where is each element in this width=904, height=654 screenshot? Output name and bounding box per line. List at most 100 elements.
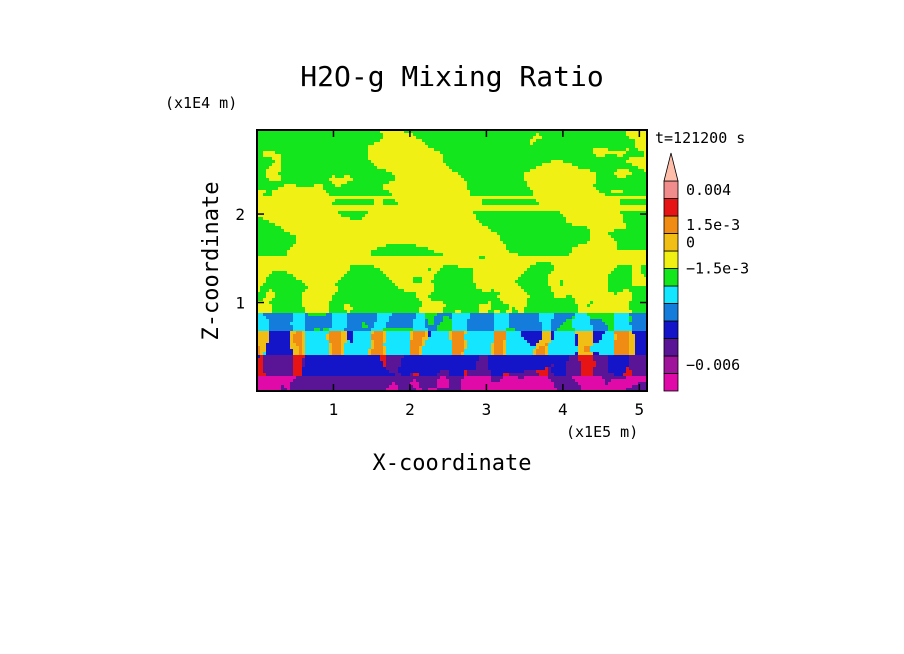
contour-cell: [494, 331, 507, 335]
contour-cell: [608, 148, 627, 152]
contour-cell: [629, 316, 633, 320]
contour-cell: [458, 172, 525, 176]
contour-cell: [581, 373, 594, 377]
contour-cell: [347, 319, 378, 323]
contour-cell: [608, 232, 647, 236]
contour-cell: [614, 340, 630, 344]
contour-cell: [596, 181, 647, 185]
colorbar-label: 0.004: [686, 181, 731, 199]
contour-cell: [635, 349, 647, 353]
contour-cell: [353, 307, 420, 311]
contour-cell: [257, 331, 270, 335]
contour-cell: [464, 340, 468, 344]
contour-cell: [506, 346, 537, 350]
contour-cell: [362, 322, 366, 326]
contour-cell: [527, 340, 540, 344]
contour-cell: [275, 292, 303, 296]
contour-cell: [257, 349, 261, 353]
contour-cell: [629, 364, 647, 368]
contour-cell: [293, 358, 303, 362]
contour-cell: [614, 319, 630, 323]
contour-cell: [524, 307, 579, 311]
contour-cell: [617, 247, 647, 251]
contour-cell: [257, 232, 291, 236]
contour-cell: [449, 331, 453, 335]
contour-cell: [257, 229, 285, 233]
contour-cell: [518, 283, 549, 287]
contour-cell: [635, 352, 647, 356]
contour-cell: [431, 280, 474, 284]
contour-cell: [428, 247, 507, 251]
contour-cell: [434, 322, 441, 326]
contour-cell: [386, 244, 417, 248]
colorbar-swatch: [663, 268, 679, 287]
contour-cell: [614, 229, 647, 233]
contour-cell: [302, 346, 306, 350]
contour-cell: [560, 325, 573, 329]
contour-cell: [437, 382, 450, 386]
contour-cell: [536, 346, 540, 350]
contour-cell: [488, 361, 567, 365]
contour-cell: [347, 340, 351, 344]
contour-cell: [305, 337, 327, 341]
contour-cell: [593, 151, 627, 155]
contour-cell: [608, 277, 633, 281]
contour-cell: [296, 376, 441, 380]
contour-cell: [332, 175, 336, 179]
contour-cell: [272, 190, 327, 194]
contour-cell: [257, 157, 273, 161]
contour-cell: [434, 148, 594, 152]
contour-cell: [608, 355, 630, 359]
contour-cell: [335, 199, 375, 203]
contour-cell: [293, 364, 303, 368]
contour-cell: [263, 217, 351, 221]
contour-cell: [269, 166, 282, 170]
contour-cell: [344, 175, 351, 179]
contour-cell: [257, 346, 261, 350]
contour-cell: [494, 334, 507, 338]
contour-cell: [533, 352, 537, 356]
contour-cell: [593, 340, 600, 344]
contour-cell: [299, 346, 303, 350]
contour-cell: [596, 361, 609, 365]
contour-cell: [575, 313, 588, 317]
contour-cell: [578, 244, 618, 248]
contour-cell: [416, 295, 429, 299]
contour-cell: [632, 298, 647, 302]
contour-cell: [371, 352, 384, 356]
contour-cell: [434, 250, 510, 254]
contour-cell: [263, 355, 294, 359]
contour-cell: [293, 370, 303, 374]
contour-cell: [506, 310, 513, 314]
contour-cell: [629, 169, 645, 173]
contour-cell: [551, 364, 555, 368]
contour-cell: [257, 160, 276, 164]
contour-cell: [635, 346, 647, 350]
contour-cell: [614, 349, 630, 353]
contour-cell: [527, 268, 555, 272]
contour-cell: [257, 379, 294, 383]
contour-cell: [635, 334, 647, 338]
contour-cell: [509, 250, 573, 254]
contour-cell: [572, 376, 603, 380]
contour-cell: [329, 346, 333, 350]
contour-cell: [266, 175, 282, 179]
contour-cell: [548, 376, 573, 380]
contour-cell: [443, 253, 519, 257]
contour-cell: [587, 226, 627, 230]
contour-cell: [305, 334, 327, 338]
contour-cell: [608, 280, 633, 284]
contour-cell: [368, 151, 441, 155]
contour-cell: [605, 331, 615, 335]
contour-cell: [575, 316, 591, 320]
contour-cell: [410, 340, 423, 344]
contour-cell: [452, 334, 465, 338]
contour-cell: [326, 334, 330, 338]
contour-cell: [260, 352, 264, 356]
contour-cell: [554, 364, 567, 368]
contour-cell: [584, 346, 591, 350]
contour-cell: [572, 316, 576, 320]
contour-cell: [368, 349, 372, 353]
contour-cell: [524, 310, 579, 314]
